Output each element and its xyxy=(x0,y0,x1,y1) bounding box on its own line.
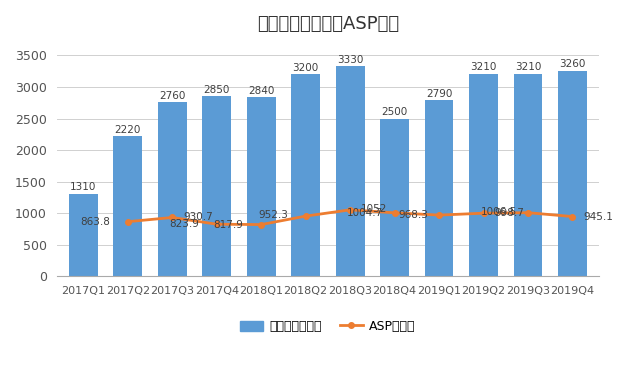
Text: 1006.5: 1006.5 xyxy=(481,208,517,218)
Text: 952.3: 952.3 xyxy=(258,210,288,220)
Text: 3210: 3210 xyxy=(515,62,541,72)
Bar xyxy=(425,100,454,276)
Text: 823.9: 823.9 xyxy=(169,219,199,229)
Text: 945.1: 945.1 xyxy=(583,212,614,221)
Legend: 出货量（万台）, ASP（元）: 出货量（万台）, ASP（元） xyxy=(235,315,420,338)
Text: 930.7: 930.7 xyxy=(183,212,213,222)
Bar xyxy=(336,66,365,276)
Bar xyxy=(380,119,409,276)
Text: 817.9: 817.9 xyxy=(214,219,243,229)
Title: 小米季度出货量和ASP趋势: 小米季度出货量和ASP趋势 xyxy=(257,15,399,33)
Text: 998.7: 998.7 xyxy=(495,208,525,218)
Bar xyxy=(247,97,275,276)
Text: 863.8: 863.8 xyxy=(80,217,110,227)
Bar xyxy=(202,97,231,276)
Text: 2760: 2760 xyxy=(159,90,185,100)
Bar xyxy=(469,74,498,276)
Text: 968.3: 968.3 xyxy=(398,210,428,220)
Text: 2850: 2850 xyxy=(203,85,230,95)
Text: 3260: 3260 xyxy=(559,59,586,69)
Text: 2790: 2790 xyxy=(426,89,452,99)
Text: 3210: 3210 xyxy=(471,62,496,72)
Text: 2220: 2220 xyxy=(115,125,141,135)
Text: 3330: 3330 xyxy=(337,55,364,65)
Text: 2500: 2500 xyxy=(381,107,408,117)
Text: 1004.7: 1004.7 xyxy=(347,208,384,218)
Text: 2840: 2840 xyxy=(248,85,274,95)
Text: 1052: 1052 xyxy=(361,204,387,214)
Bar xyxy=(291,74,320,276)
Text: 1310: 1310 xyxy=(70,182,96,192)
Bar xyxy=(158,102,186,276)
Bar xyxy=(513,74,542,276)
Bar xyxy=(69,194,98,276)
Bar xyxy=(113,136,142,276)
Bar xyxy=(558,70,587,276)
Text: 3200: 3200 xyxy=(292,63,319,73)
